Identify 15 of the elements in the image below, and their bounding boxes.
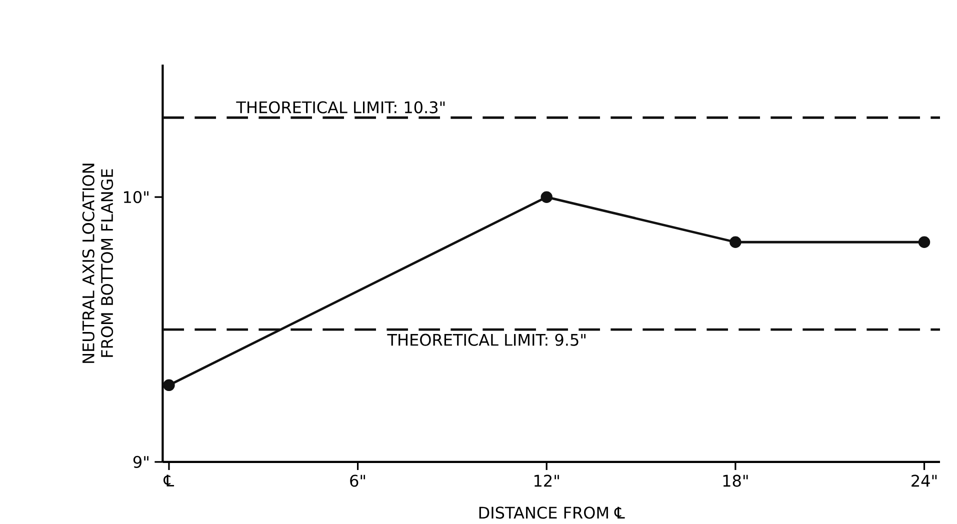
x-tick-label: 6" [350,474,366,487]
point [730,236,742,248]
y-tick-label: 9" [133,456,148,468]
x-axis-title: DISTANCE FROM ℄ [479,506,625,519]
point [540,191,552,203]
x-tick-label: 18" [723,474,748,487]
y-tick-label: 10" [124,191,148,204]
x-tick-label: 24" [912,474,937,487]
point [163,379,175,392]
x-tick-label: 12" [534,474,559,487]
y-axis-title: NEUTRAL AXIS LOCATION FROM BOTTOM FLANGE [82,164,114,363]
point [918,236,930,248]
x-tick-label: ℄ [164,474,174,486]
ref-line-label: THEORETICAL LIMIT: 10.3" [236,101,445,114]
ref-line-label: THEORETICAL LIMIT: 9.5" [387,334,586,346]
